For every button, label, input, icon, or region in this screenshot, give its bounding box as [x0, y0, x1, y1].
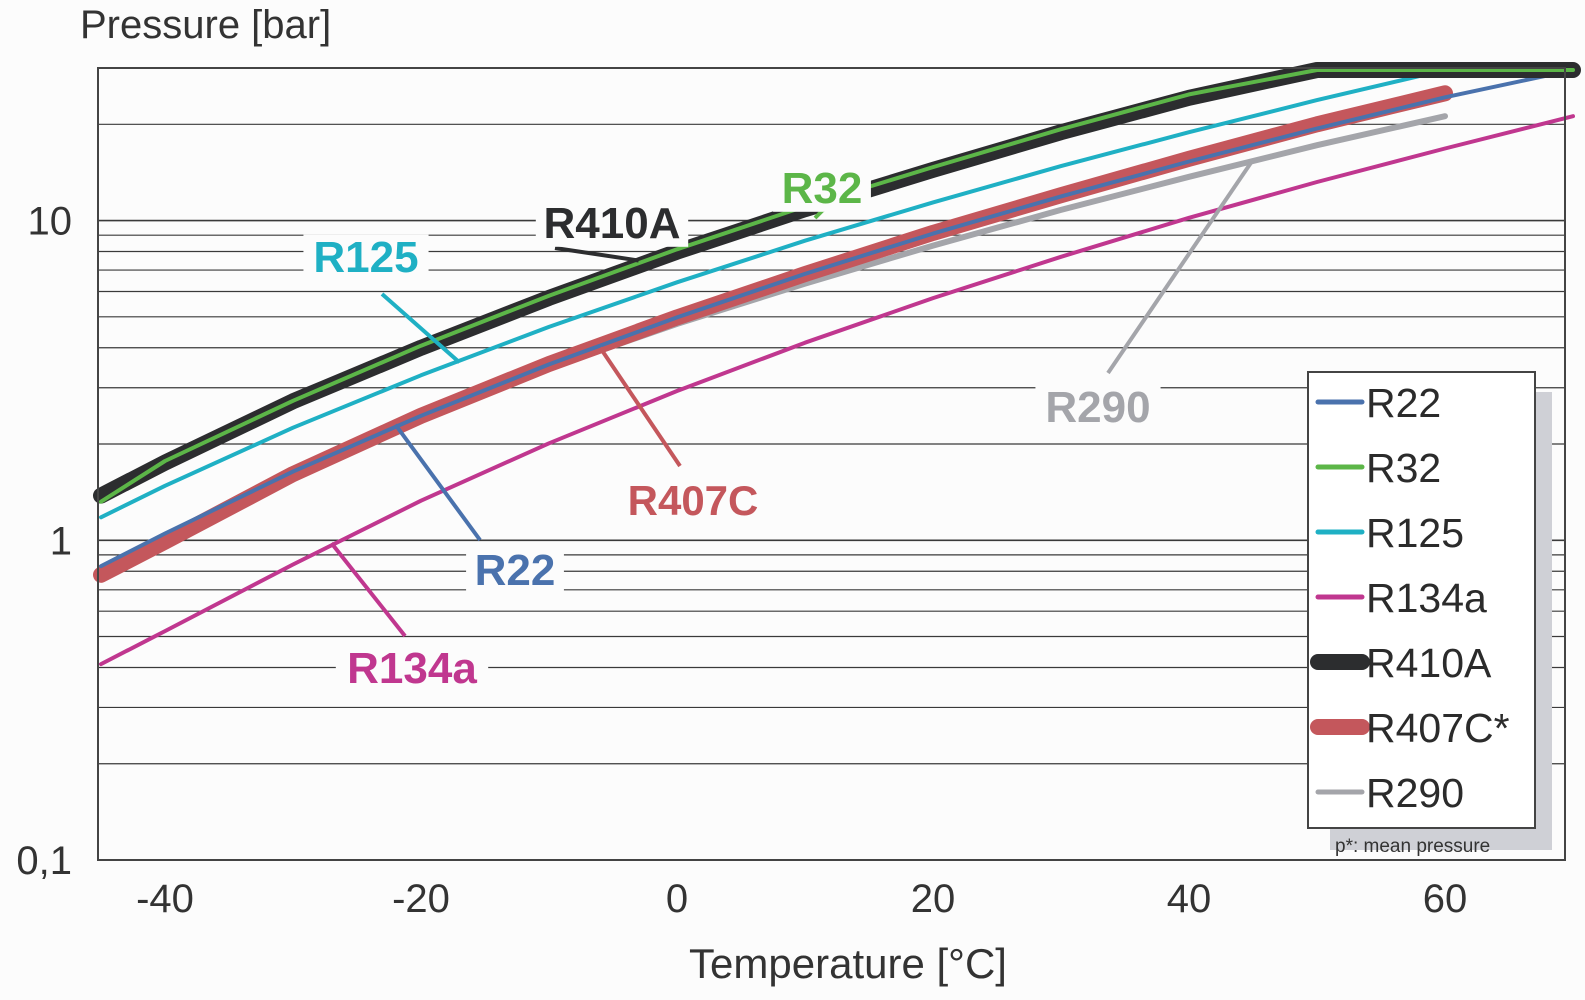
callout-label-r407c: R407C	[628, 477, 759, 524]
callout-background	[619, 479, 767, 524]
x-tick-label: 20	[911, 877, 956, 921]
legend: R22 R32 R125 R134a R410A R407C* R290	[1307, 371, 1552, 850]
footnote: p*: mean pressure	[1335, 836, 1490, 857]
series-line-r22	[99, 68, 1575, 569]
callout-leader-r407c	[598, 346, 682, 468]
series-line-r134a	[99, 114, 1575, 667]
callout-background	[335, 645, 489, 692]
legend-label-r407c: R407C*	[1366, 705, 1510, 751]
callout-leader-r410a	[554, 246, 639, 263]
legend-label-r290: R290	[1366, 770, 1464, 816]
y-axis-label: Pressure [bar]	[80, 3, 331, 47]
x-tick-label: 60	[1423, 877, 1468, 921]
callout-label-r134a: R134a	[347, 644, 477, 693]
callout-leader-r125	[380, 292, 461, 364]
x-tick-label: 40	[1167, 877, 1212, 921]
callout-label-r32: R32	[782, 164, 863, 213]
legend-box	[1307, 371, 1536, 829]
callout-leader-r134a	[329, 541, 407, 638]
series-line-r290	[418, 113, 1448, 419]
callout-label-r22: R22	[475, 546, 556, 595]
callout-leader-r290	[1106, 158, 1255, 375]
callout-leader-r22	[393, 423, 482, 542]
axis-ticks: -40 -20 0 20 40 60 0,1 1 10	[16, 200, 1467, 921]
callout-label-r290: R290	[1045, 383, 1150, 432]
x-axis-label: Temperature [°C]	[689, 940, 1007, 987]
callout-background	[466, 547, 564, 594]
legend-entries: R22 R32 R125 R134a R410A R407C* R290	[1310, 380, 1510, 816]
callout-background	[1035, 384, 1161, 431]
callout-background	[773, 165, 871, 212]
legend-label-r125: R125	[1366, 510, 1464, 556]
y-tick-label: 1	[50, 519, 72, 563]
callout-label-r125: R125	[313, 233, 418, 282]
x-tick-label: -20	[392, 877, 450, 921]
legend-label-r410a: R410A	[1366, 640, 1492, 686]
legend-label-r32: R32	[1366, 445, 1441, 491]
series-callouts: R134a R290 R407C R22 R125 R410A R32	[303, 158, 1255, 693]
y-tick-label: 10	[28, 200, 73, 244]
x-tick-label: 0	[666, 877, 688, 921]
series-line-r125	[99, 68, 1511, 520]
x-tick-label: -40	[136, 877, 194, 921]
plot-frame	[97, 67, 1566, 861]
legend-label-r22: R22	[1366, 380, 1441, 426]
callout-background	[535, 200, 689, 247]
y-tick-label: 0,1	[16, 839, 72, 883]
callout-background	[303, 234, 429, 281]
callout-label-r410a: R410A	[544, 199, 681, 248]
legend-label-r134a: R134a	[1366, 575, 1487, 621]
